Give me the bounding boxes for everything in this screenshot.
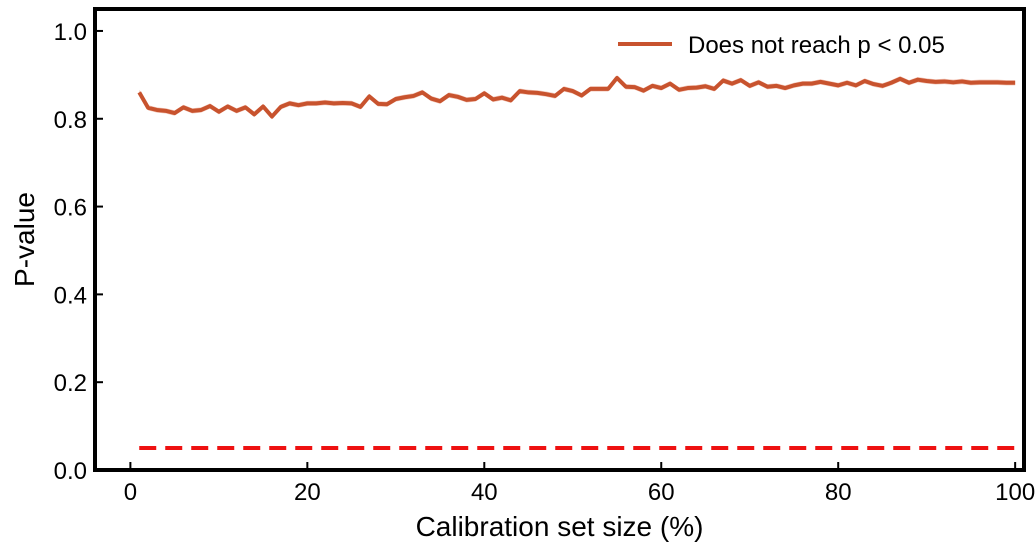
y-tick-label: 0.6	[54, 195, 87, 222]
x-tick-label: 100	[995, 479, 1035, 506]
x-tick-label: 0	[124, 479, 137, 506]
plot-frame	[93, 7, 1026, 472]
series-line	[137, 75, 1016, 119]
y-tick-label: 0.8	[54, 107, 87, 134]
legend: Does not reach p < 0.05	[618, 32, 945, 59]
x-tick-label: 60	[648, 479, 675, 506]
y-tick-label: 0.4	[54, 282, 87, 309]
x-tick-label: 40	[471, 479, 498, 506]
series-line-layer	[137, 75, 1016, 119]
x-tick-label: 80	[825, 479, 852, 506]
y-tick-label: 0.2	[54, 370, 87, 397]
y-tick-label: 0.0	[54, 458, 87, 485]
x-axis-title: Calibration set size (%)	[416, 511, 704, 542]
y-tick-label: 1.0	[54, 19, 87, 46]
y-axis-title: P-value	[9, 192, 40, 287]
y-axis-ticks: 0.0 0.2 0.4 0.6 0.8 1.0	[54, 19, 103, 485]
x-tick-label: 20	[294, 479, 321, 506]
legend-label: Does not reach p < 0.05	[688, 32, 945, 59]
x-axis-ticks: 0 20 40 60 80 100	[124, 462, 1035, 506]
